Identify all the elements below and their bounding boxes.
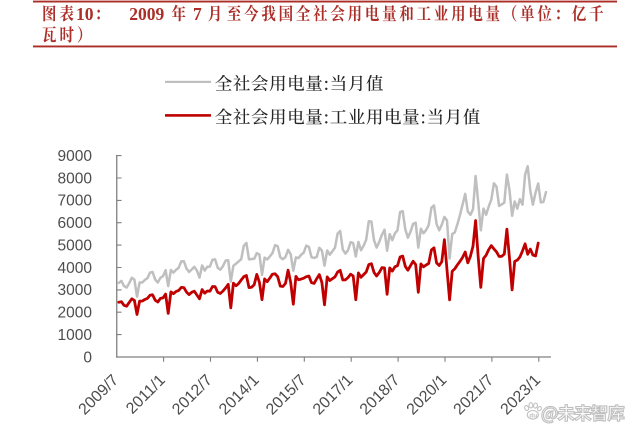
svg-text:1000: 1000 [58, 327, 93, 344]
svg-text:4000: 4000 [58, 260, 93, 277]
svg-text:7000: 7000 [58, 193, 93, 210]
svg-text:5000: 5000 [58, 237, 93, 254]
svg-text:9000: 9000 [58, 148, 93, 165]
svg-text:10: 10 [76, 4, 94, 24]
svg-text:6000: 6000 [58, 215, 93, 232]
svg-text:2000: 2000 [58, 305, 93, 322]
svg-text:7: 7 [193, 4, 202, 24]
svg-text:2009: 2009 [129, 4, 164, 24]
svg-text:8000: 8000 [58, 170, 93, 187]
svg-text:0: 0 [83, 349, 92, 366]
svg-text:3000: 3000 [58, 282, 93, 299]
svg-text:du: du [529, 413, 537, 420]
